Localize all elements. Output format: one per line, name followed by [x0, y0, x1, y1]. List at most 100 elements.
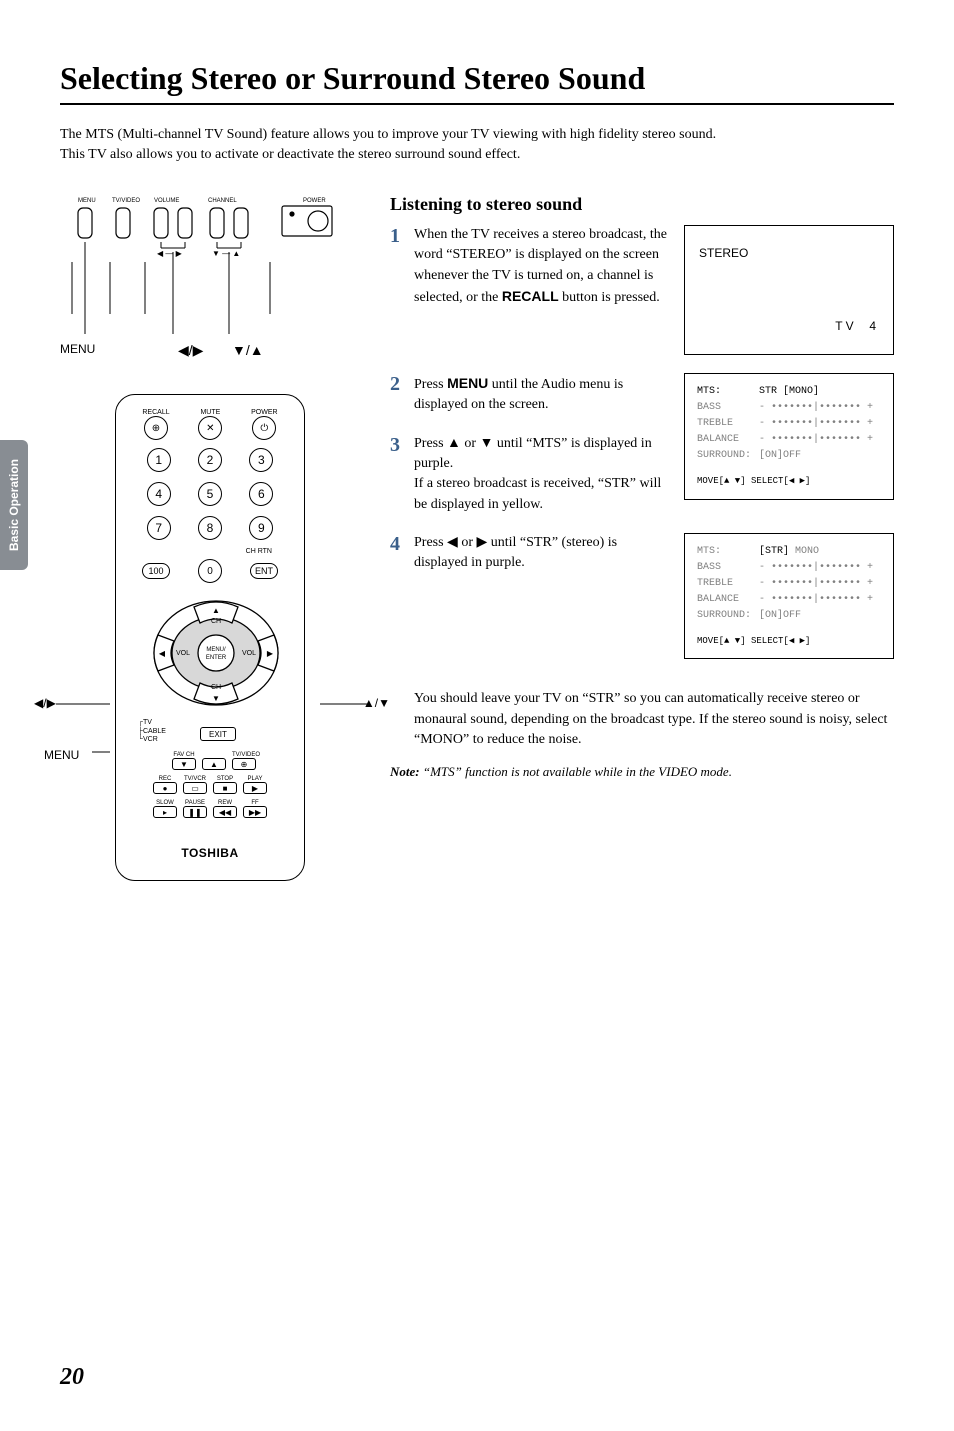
numpad-bottom: 100 0 ENT — [142, 559, 278, 583]
step-4-num: 4 — [390, 533, 404, 574]
exit-button: EXIT — [200, 727, 236, 741]
s3-foot: MOVE[▲ ▼] SELECT[◀ ▶] — [697, 634, 881, 648]
recall-button: ⊕ — [144, 416, 168, 440]
rew-button: ◀◀ — [213, 806, 237, 818]
s2-surround-lbl: SURROUND: — [697, 448, 759, 464]
s3-surround-val: [ON]OFF — [759, 608, 881, 624]
step-1-kw: RECALL — [502, 288, 559, 304]
svg-text:▼ — ▲: ▼ — ▲ — [212, 249, 240, 258]
s3-surround-lbl: SURROUND: — [697, 608, 759, 624]
s2-balance-val: - •••••••|••••••• + — [759, 432, 881, 448]
screen-stereo-label: STEREO — [699, 244, 879, 263]
svg-text:◀ — ▶: ◀ — ▶ — [157, 249, 183, 258]
rec-button: ● — [153, 782, 177, 794]
diagram-bottom-ud: ▼/▲ — [232, 342, 264, 358]
s3-bass-lbl: BASS — [697, 560, 759, 576]
dpad-ch-up: CH — [211, 618, 221, 625]
dpad: ▲ ▼ ◀ ▶ CH CH VOL VOL MENU/ ENTER — [136, 593, 284, 713]
lbl-slow: SLOW — [153, 800, 177, 806]
right-column: Listening to stereo sound 1 When the TV … — [390, 194, 894, 881]
left-column: MENU TV/VIDEO VOLUME CHANNEL POWER — [60, 194, 360, 881]
svg-text:▶: ▶ — [267, 649, 274, 658]
dpad-vol-r: VOL — [242, 650, 256, 657]
s2-treble-val: - •••••••|••••••• + — [759, 416, 881, 432]
step-23-row: 2 Press MENU until the Audio menu is dis… — [390, 373, 894, 533]
slow-button: ▸ — [153, 806, 177, 818]
row-transport2: SLOW▸ PAUSE❚❚ REW◀◀ FF▶▶ — [128, 800, 292, 818]
power-button: ⏻ — [252, 416, 276, 440]
tvvideo-button: ⊕ — [232, 758, 256, 770]
s2-balance-lbl: BALANCE — [697, 432, 759, 448]
ent-button: ENT — [250, 563, 278, 579]
page-title: Selecting Stereo or Surround Stereo Soun… — [60, 60, 894, 97]
svg-text:▼: ▼ — [212, 694, 220, 703]
stop-button: ■ — [213, 782, 237, 794]
remote-body: RECALL⊕ MUTE✕ POWER⏻ 1 2 3 4 5 6 7 8 9 — [115, 394, 305, 881]
s2-mts-lbl: MTS: — [697, 384, 759, 400]
diagram-bottom-menu: MENU — [60, 342, 95, 356]
step-1-num: 1 — [390, 225, 404, 308]
note-label: Note: — [390, 764, 420, 779]
num-8: 8 — [198, 516, 222, 540]
lead-left — [56, 702, 110, 757]
step-3-body: Press ▲ or ▼ until “MTS” is displayed in… — [414, 434, 668, 515]
s3-treble-val: - •••••••|••••••• + — [759, 576, 881, 592]
s2-bass-val: - •••••••|••••••• + — [759, 400, 881, 416]
svg-text:▲: ▲ — [212, 606, 220, 615]
screen-menu-2: MTS:[STR] MONO BASS- •••••••|••••••• + T… — [684, 533, 894, 659]
s2-mts-pre: STR — [759, 386, 783, 397]
s3-mts-sel: [STR] — [759, 546, 789, 557]
num-100: 100 — [142, 563, 170, 579]
step-4: 4 Press ◀ or ▶ until “STR” (stereo) is d… — [390, 533, 668, 574]
num-6: 6 — [249, 482, 273, 506]
subheading: Listening to stereo sound — [390, 194, 894, 215]
diagram-bottom-lr: ◀/▶ — [178, 342, 203, 359]
num-2: 2 — [198, 448, 222, 472]
intro-line1: The MTS (Multi-channel TV Sound) feature… — [60, 127, 716, 142]
step-2-body: Press MENU until the Audio menu is displ… — [414, 373, 668, 416]
lbl-favch: FAV CH — [172, 752, 196, 758]
svg-text:◀: ◀ — [159, 649, 166, 658]
step-3-a: Press ▲ or ▼ until “MTS” is displayed in… — [414, 436, 652, 471]
note-text: “MTS” function is not available while in… — [420, 764, 732, 779]
sw-tv: TV — [143, 719, 152, 726]
dpad-ch-dn: CH — [211, 684, 221, 691]
numpad: 1 2 3 4 5 6 7 8 9 — [142, 448, 278, 540]
num-7: 7 — [147, 516, 171, 540]
s2-foot: MOVE[▲ ▼] SELECT[◀ ▶] — [697, 474, 881, 488]
num-9: 9 — [249, 516, 273, 540]
lbl-power: POWER — [251, 409, 277, 416]
dpad-vol-l: VOL — [176, 650, 190, 657]
step-2-kw: MENU — [447, 375, 488, 391]
remote-diagram: ◀/▶ ▲/▼ MENU RECALL⊕ MUTE✕ POWER⏻ 1 2 3 — [60, 394, 360, 881]
num-1: 1 — [147, 448, 171, 472]
step-1-body: When the TV receives a stereo broadcast,… — [414, 225, 668, 308]
lbl-tvvcr: TV/VCR — [183, 776, 207, 782]
screen-tv: TV — [835, 319, 856, 333]
intro-line2: This TV also allows you to activate or d… — [60, 147, 520, 162]
lbl-chrtn: CH RTN — [128, 548, 272, 555]
favch-dn: ▼ — [172, 758, 196, 770]
s3-treble-lbl: TREBLE — [697, 576, 759, 592]
play-button: ▶ — [243, 782, 267, 794]
sw-vcr: VCR — [143, 736, 158, 743]
page-number: 20 — [60, 1364, 84, 1391]
s2-bass-lbl: BASS — [697, 400, 759, 416]
s3-mts-lbl: MTS: — [697, 544, 759, 560]
dpad-menu: MENU/ — [206, 647, 226, 653]
s3-balance-val: - •••••••|••••••• + — [759, 592, 881, 608]
screen-ch: 4 — [869, 319, 879, 333]
screen-menu-1: MTS:STR [MONO] BASS- •••••••|••••••• + T… — [684, 373, 894, 499]
remote-toprow: RECALL⊕ MUTE✕ POWER⏻ — [128, 409, 292, 440]
step-4-body: Press ◀ or ▶ until “STR” (stereo) is dis… — [414, 533, 668, 574]
sw-cable: CABLE — [143, 728, 166, 735]
dpad-enter: ENTER — [206, 655, 227, 661]
row-transport1: REC● TV/VCR▭ STOP■ PLAY▶ — [128, 776, 292, 794]
tvvcr-button: ▭ — [183, 782, 207, 794]
step-4-a: Press ◀ or ▶ until “STR” (stereo) is dis… — [414, 535, 617, 570]
s3-bass-val: - •••••••|••••••• + — [759, 560, 881, 576]
step-2-a: Press — [414, 377, 447, 392]
lead-right — [320, 702, 370, 706]
s2-treble-lbl: TREBLE — [697, 416, 759, 432]
step-3: 3 Press ▲ or ▼ until “MTS” is displayed … — [390, 434, 668, 515]
